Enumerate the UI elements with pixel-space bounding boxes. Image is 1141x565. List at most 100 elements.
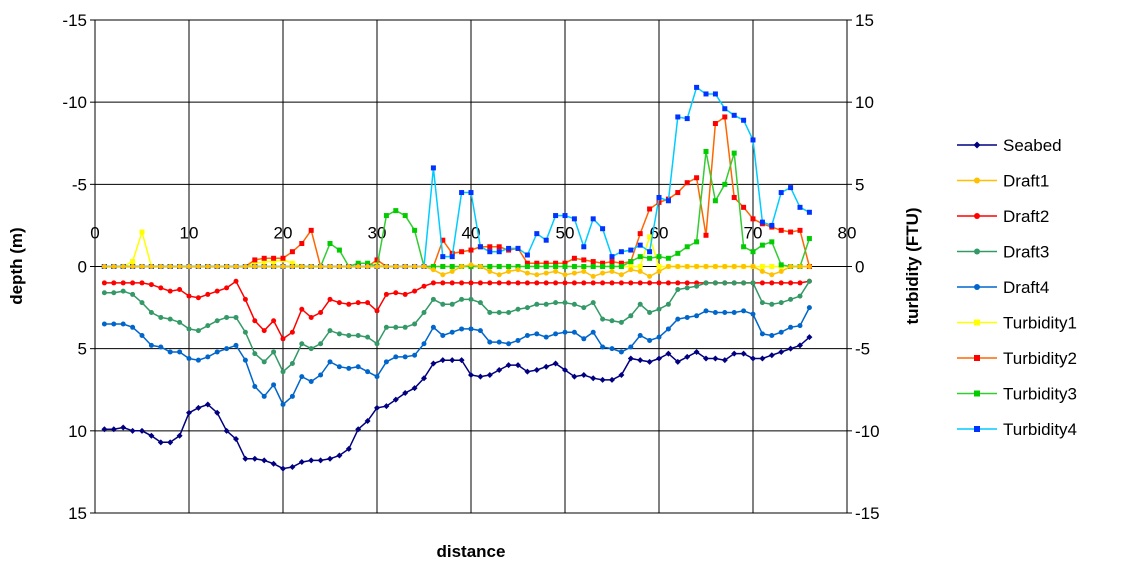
data-point [571,280,577,286]
data-point [280,255,286,261]
data-point [167,264,173,269]
data-point [618,319,624,325]
data-point [393,324,399,330]
data-point [778,268,784,274]
data-point [628,267,634,273]
data-point [289,260,295,266]
data-point [553,280,559,286]
x-tick-label: 70 [744,224,763,243]
data-point [289,393,295,399]
data-point [609,318,615,324]
data-point [759,355,766,362]
data-point [336,247,342,253]
data-point [176,432,183,439]
y-right-tick-label: -15 [855,504,880,523]
data-point [195,328,201,334]
data-point [806,236,812,242]
data-point [139,280,145,286]
data-point [167,439,174,446]
data-point [402,390,409,397]
data-point [562,260,568,266]
y-right-tick-label: 15 [855,11,874,30]
data-point [534,231,540,237]
data-point [374,374,380,380]
series-draft4 [101,305,812,408]
series-draft1 [101,262,812,279]
data-point [609,376,615,383]
data-point [383,213,389,219]
data-point [806,209,812,215]
data-point [741,308,747,314]
data-point [130,259,136,265]
data-point [797,204,803,210]
data-point [693,348,700,355]
data-point [788,185,794,191]
data-point [252,264,258,269]
legend-label: Draft2 [1003,207,1049,226]
data-point [374,264,380,269]
data-point [167,349,173,355]
data-point [487,249,493,255]
data-point [581,305,587,311]
data-point [647,280,653,286]
data-point [130,280,136,286]
x-axis-title: distance [437,542,506,561]
legend-item-draft1: Draft1 [957,172,1049,191]
data-point [562,213,568,219]
data-point [618,349,624,355]
data-point [609,268,615,274]
data-point [317,457,324,464]
data-point [252,318,258,324]
data-point [233,264,239,269]
data-point [515,362,521,369]
data-point [496,264,502,269]
data-point [365,264,371,269]
legend-item-draft3: Draft3 [957,243,1049,262]
data-point [797,264,803,269]
data-point [769,333,775,339]
data-point [477,328,483,334]
data-point [242,455,249,462]
data-point [684,353,691,360]
data-point [788,296,794,302]
data-point [299,264,305,269]
data-point [665,326,671,332]
data-point [440,272,446,278]
data-point [336,452,343,459]
data-point [383,403,390,410]
legend-label: Seabed [1003,136,1062,155]
data-point [355,260,361,266]
data-point [186,409,192,416]
data-point [421,375,427,382]
data-point [741,280,747,286]
data-point [261,457,268,464]
data-point [524,260,530,266]
data-point [590,264,596,269]
data-point [515,245,521,251]
data-point [101,321,107,327]
data-point [731,350,738,357]
data-point [543,363,550,370]
data-point [637,264,643,269]
data-point [139,264,145,269]
data-point [562,300,568,306]
data-point [487,264,493,269]
data-point [411,385,418,392]
data-point [496,280,502,286]
data-point [299,341,305,347]
data-point [750,249,756,255]
data-point [299,306,305,312]
data-point [355,426,362,433]
data-point [788,280,794,286]
data-point [580,371,587,378]
data-point [120,264,126,269]
data-point [806,264,812,269]
data-point [468,262,474,268]
data-point [430,324,436,330]
data-point [571,373,578,380]
data-point [271,255,277,261]
data-point [694,313,700,319]
data-point [430,280,436,286]
data-point [534,331,540,337]
data-point [205,354,211,360]
